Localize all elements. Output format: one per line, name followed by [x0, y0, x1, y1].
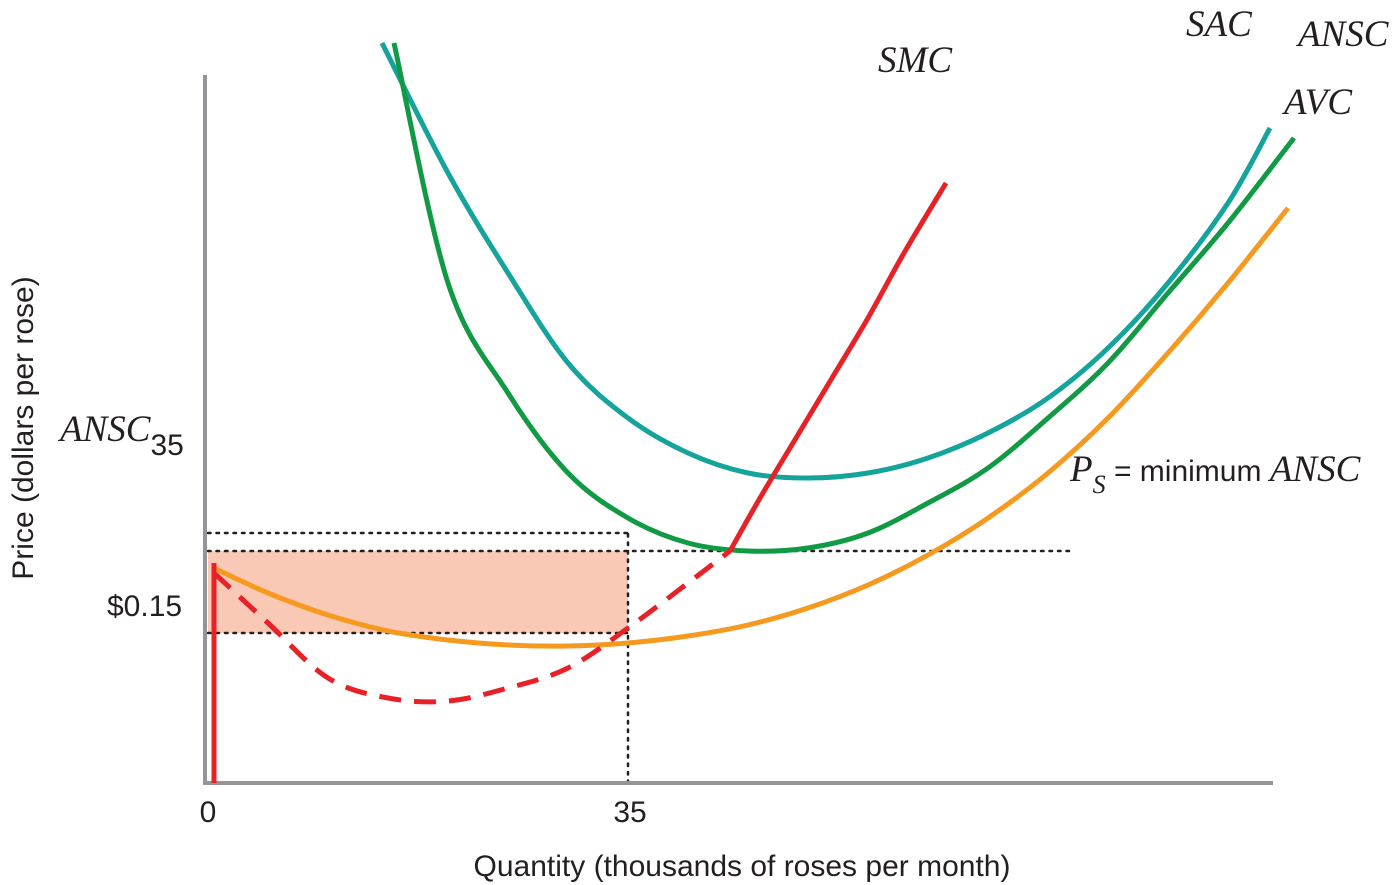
y-tick-ansc: ANSC: [57, 409, 152, 450]
series-label-ansc: ANSC: [1295, 14, 1390, 55]
x-axis-label: Quantity (thousands of roses per month): [474, 850, 1011, 883]
series-line-smc-extension-4: [212, 549, 732, 705]
annotation-p: P: [1069, 449, 1093, 490]
series-line-smc: [727, 181, 949, 553]
x-tick-label-0: 0: [200, 796, 217, 829]
y-tick-label-ansc35: ANSC35: [57, 409, 184, 462]
y-axis-label: Price (dollars per rose): [7, 276, 40, 579]
x-tick-label-35: 35: [613, 796, 646, 829]
annotation-sub-s: S: [1093, 470, 1106, 499]
series-line-avc: [212, 206, 1290, 649]
y-tick-sub-35: 35: [150, 429, 183, 462]
y-tick-label-015: $0.15: [107, 590, 182, 623]
annotation-equals-minimum: = minimum: [1106, 455, 1270, 488]
series-line-sac: [379, 41, 1273, 481]
series-label-avc: AVC: [1281, 82, 1353, 123]
annotation-ansc: ANSC: [1267, 449, 1362, 490]
annotation-ps-minimum-ansc: PS = minimum ANSC: [1069, 449, 1362, 499]
series-label-sac: SAC: [1186, 4, 1253, 45]
loss-shaded-region: [208, 551, 628, 633]
series-line-ansc: [391, 42, 1296, 554]
series-label-smc: SMC: [878, 40, 953, 81]
